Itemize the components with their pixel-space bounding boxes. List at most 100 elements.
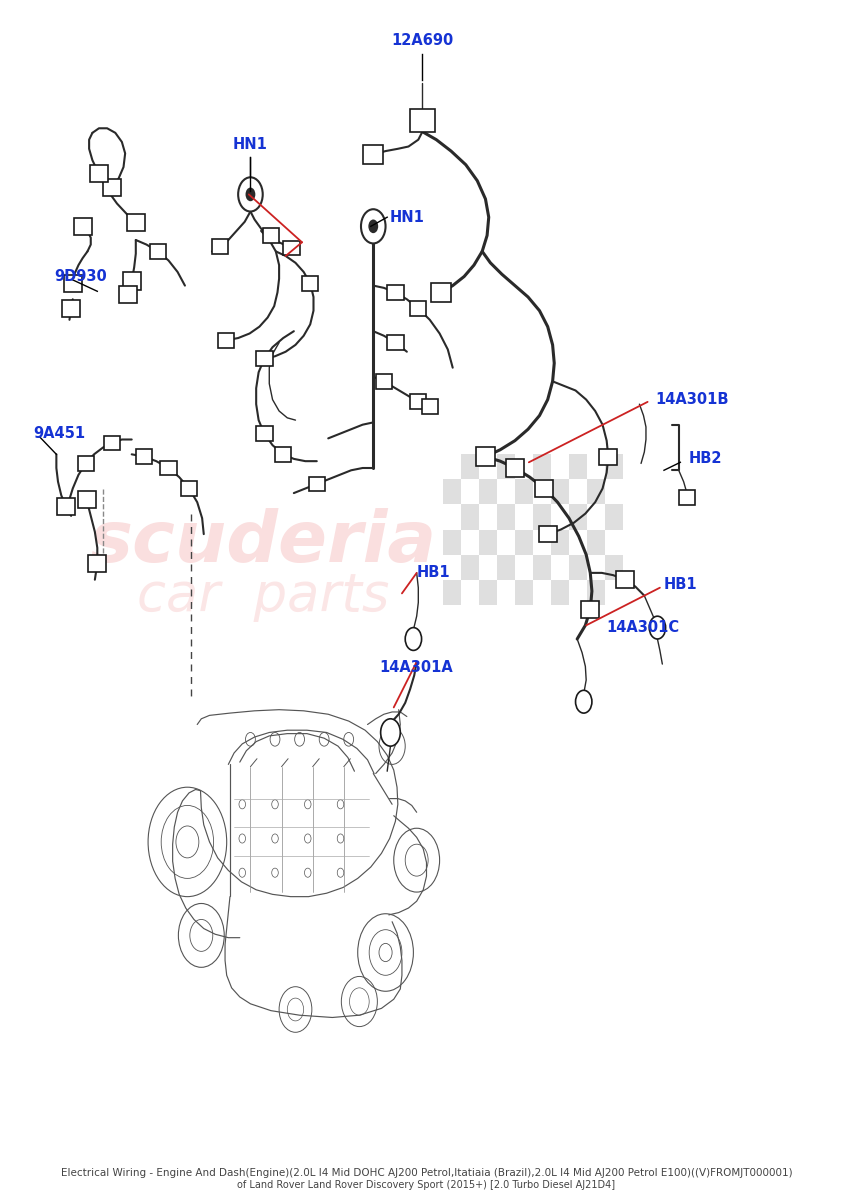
Bar [460, 455, 478, 480]
Bar [78, 491, 95, 509]
Bar [599, 449, 617, 464]
Bar [497, 455, 515, 480]
Bar [256, 426, 273, 442]
Bar [515, 479, 532, 504]
Bar [515, 529, 532, 554]
Text: car  parts: car parts [136, 570, 389, 622]
Bar [586, 479, 604, 504]
Bar [217, 332, 233, 348]
Bar [532, 455, 550, 480]
Bar [375, 374, 392, 389]
Bar [515, 580, 532, 605]
Bar [410, 301, 426, 316]
Bar [550, 504, 568, 529]
Bar [460, 479, 478, 504]
Bar [78, 456, 94, 470]
Bar [64, 275, 82, 292]
Bar [515, 504, 532, 529]
Bar [104, 436, 120, 450]
Bar [478, 504, 497, 529]
Bar [410, 395, 426, 409]
Bar [442, 479, 460, 504]
Bar [302, 276, 318, 290]
Bar [150, 244, 166, 259]
Bar [604, 554, 622, 580]
Bar [442, 529, 460, 554]
Text: HB2: HB2 [688, 451, 721, 467]
Bar [274, 446, 291, 462]
Text: of Land Rover Land Rover Discovery Sport (2015+) [2.0 Turbo Diesel AJ21D4]: of Land Rover Land Rover Discovery Sport… [237, 1181, 615, 1190]
Bar [532, 580, 550, 605]
Bar [497, 479, 515, 504]
Bar [568, 455, 586, 480]
Bar [568, 554, 586, 580]
Bar [62, 300, 80, 317]
Bar [678, 491, 694, 505]
Bar [568, 504, 586, 529]
Text: HN1: HN1 [233, 137, 268, 152]
Bar [568, 479, 586, 504]
Bar [478, 554, 497, 580]
Bar [515, 455, 532, 480]
Bar [123, 272, 141, 289]
Bar [515, 554, 532, 580]
Circle shape [238, 178, 262, 211]
Bar [387, 335, 403, 350]
Bar [387, 286, 403, 300]
Bar [586, 554, 604, 580]
Bar [586, 504, 604, 529]
Bar [568, 529, 586, 554]
Bar [550, 455, 568, 480]
Bar [308, 476, 325, 491]
Circle shape [245, 187, 255, 202]
Circle shape [368, 220, 377, 233]
Bar [442, 554, 460, 580]
Bar [127, 215, 145, 232]
Bar [505, 460, 523, 476]
Bar [532, 529, 550, 554]
Bar [568, 580, 586, 605]
Bar [431, 283, 451, 301]
Bar [532, 554, 550, 580]
Bar [497, 580, 515, 605]
Bar [73, 217, 91, 235]
Bar [283, 240, 299, 256]
Bar [460, 580, 478, 605]
Bar [460, 554, 478, 580]
Text: 14A301A: 14A301A [379, 660, 453, 674]
Circle shape [575, 690, 591, 713]
Bar [550, 554, 568, 580]
Text: 14A301B: 14A301B [655, 392, 728, 407]
Text: HB1: HB1 [416, 565, 450, 581]
Bar [460, 529, 478, 554]
Bar [550, 580, 568, 605]
Bar [262, 228, 279, 242]
Bar [586, 529, 604, 554]
Text: 14A301C: 14A301C [606, 620, 679, 635]
Bar [604, 504, 622, 529]
Circle shape [648, 617, 665, 638]
Bar [586, 455, 604, 480]
Bar [535, 480, 553, 497]
Bar [550, 529, 568, 554]
Bar [256, 352, 273, 366]
Text: scuderia: scuderia [89, 508, 435, 576]
Bar [586, 580, 604, 605]
Circle shape [360, 209, 385, 244]
Bar [118, 286, 136, 304]
Bar [478, 580, 497, 605]
Text: HB1: HB1 [663, 577, 697, 592]
Bar [497, 504, 515, 529]
Text: 12A690: 12A690 [391, 34, 453, 48]
Bar [89, 556, 106, 572]
Bar [538, 526, 556, 542]
Circle shape [405, 628, 421, 650]
Bar [442, 580, 460, 605]
Bar [532, 479, 550, 504]
Bar [615, 571, 633, 588]
Bar [532, 504, 550, 529]
Bar [478, 455, 497, 480]
Bar [604, 479, 622, 504]
Bar [497, 529, 515, 554]
Circle shape [380, 719, 400, 746]
